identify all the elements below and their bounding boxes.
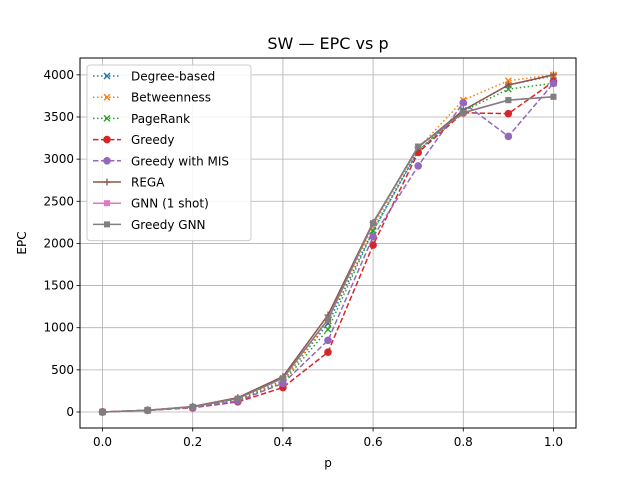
legend-label: REGA — [131, 176, 165, 190]
data-point-greedy-with-mis — [324, 336, 332, 345]
data-point-greedy-with-mis — [369, 232, 377, 241]
series-layer — [98, 71, 558, 416]
legend-marker — [103, 72, 111, 80]
y-tick-label: 2000 — [43, 236, 74, 250]
data-point-greedy-with-mis — [459, 98, 468, 107]
y-tick-label: 3000 — [43, 152, 74, 166]
y-tick-label: 500 — [51, 363, 74, 377]
data-point-greedy — [369, 241, 377, 249]
data-point-rega — [549, 71, 557, 79]
data-point-betweenness — [504, 77, 512, 85]
legend-marker — [103, 93, 111, 101]
x-tick-label: 0.0 — [93, 435, 112, 449]
data-point-greedy-with-mis — [549, 79, 558, 88]
data-point-greedy-gnn — [370, 220, 377, 227]
data-point-greedy-gnn — [144, 407, 151, 414]
x-axis-label: p — [324, 456, 332, 470]
legend-item-gnn-1-shot: GNN (1 shot) — [93, 197, 209, 211]
y-tick-label: 2500 — [43, 194, 74, 208]
legend-marker — [103, 135, 111, 144]
data-point-greedy-gnn — [99, 408, 106, 415]
x-tick-label: 0.4 — [273, 435, 292, 449]
legend-label: Degree-based — [131, 70, 215, 84]
data-point-greedy-gnn — [189, 403, 196, 410]
data-point-greedy — [324, 348, 332, 356]
legend-item-greedy-with-mis: Greedy with MIS — [93, 154, 229, 168]
chart-title: SW — EPC vs p — [267, 34, 388, 53]
x-tick-label: 0.8 — [454, 435, 473, 449]
legend-label: Greedy — [131, 133, 174, 147]
legend-item-degree-based: Degree-based — [93, 70, 215, 84]
legend-marker — [104, 221, 110, 228]
data-point-greedy-gnn — [460, 109, 467, 116]
legend-item-rega: REGA — [93, 176, 165, 190]
legend-marker — [104, 200, 110, 207]
data-point-greedy-gnn — [505, 97, 512, 104]
x-tick-label: 0.2 — [183, 435, 202, 449]
data-point-greedy — [504, 109, 513, 118]
data-point-rega — [504, 81, 512, 89]
legend-box — [86, 64, 252, 242]
y-axis-label: EPC — [15, 231, 29, 254]
data-point-pagerank — [324, 325, 332, 333]
y-tick-label: 1500 — [43, 279, 74, 293]
legend-label: Greedy GNN — [131, 218, 206, 232]
data-point-greedy-with-mis — [414, 162, 422, 170]
legend-item-betweenness: Betweenness — [93, 91, 211, 105]
legend-label: PageRank — [131, 112, 190, 126]
x-tick-label: 1.0 — [544, 435, 563, 449]
y-tick-label: 4000 — [43, 68, 74, 82]
data-point-greedy-with-mis — [504, 132, 513, 141]
legend-item-greedy-gnn: Greedy GNN — [93, 218, 206, 232]
legend-marker — [103, 114, 111, 122]
data-point-greedy-gnn — [234, 395, 241, 402]
legend-label: GNN (1 shot) — [131, 197, 209, 211]
legend-item-greedy: Greedy — [93, 133, 174, 147]
axis-ticks: 0.0 0.2 0.4 0.6 0.8 1.0 0 500 1000 1500 2000 2500 30… — [43, 68, 563, 449]
data-point-greedy-gnn — [550, 93, 557, 100]
y-tick-label: 1000 — [43, 321, 74, 335]
y-tick-label: 0 — [66, 405, 74, 419]
y-tick-label: 3500 — [43, 110, 74, 124]
data-point-greedy-gnn — [279, 375, 286, 382]
data-point-greedy-gnn — [415, 143, 422, 150]
legend-item-pagerank: PageRank — [93, 112, 190, 126]
series-greedy-gnn — [99, 93, 557, 415]
legend-label: Betweenness — [131, 91, 211, 105]
legend-marker — [103, 178, 111, 186]
data-point-pagerank — [504, 85, 512, 93]
legend-marker — [103, 157, 111, 165]
legend-label: Greedy with MIS — [131, 154, 229, 168]
data-point-greedy-gnn — [325, 316, 331, 323]
x-tick-label: 0.6 — [364, 435, 383, 449]
plot-frame — [79, 57, 577, 429]
legend: Degree-based Betweenness PageRank Greedy Gre… — [86, 64, 252, 242]
